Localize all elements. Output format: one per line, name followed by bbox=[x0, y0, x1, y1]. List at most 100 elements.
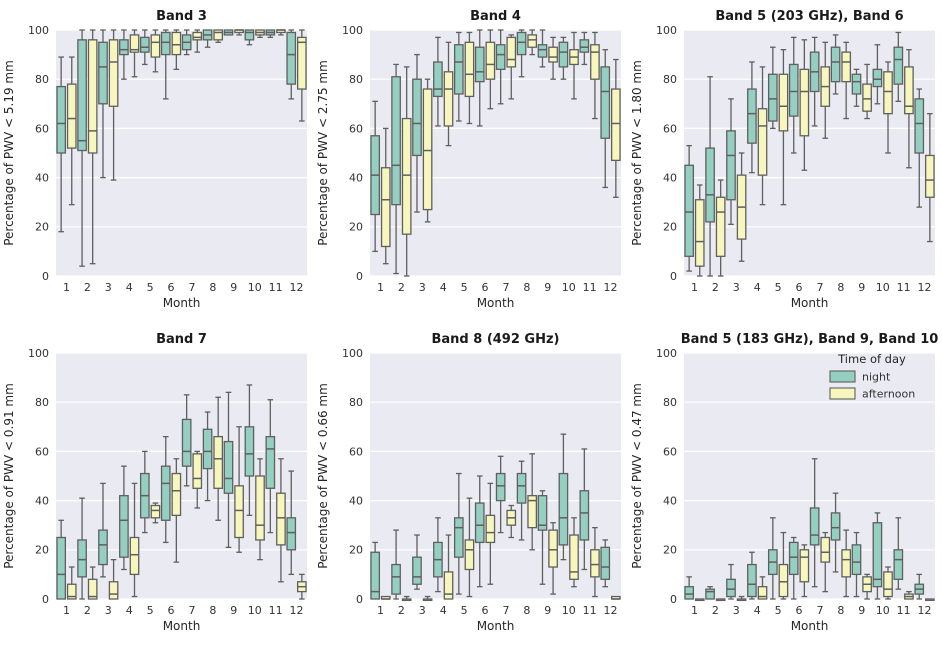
box-night-month-1 bbox=[56, 519, 67, 600]
box-night-month-3 bbox=[726, 98, 736, 225]
box-body bbox=[516, 31, 527, 56]
box-afternoon-month-2 bbox=[715, 598, 726, 602]
box-afternoon-month-4 bbox=[129, 482, 140, 598]
x-tick-label: 2 bbox=[712, 604, 719, 617]
box-afternoon-month-10 bbox=[883, 566, 893, 600]
box-body bbox=[119, 39, 129, 56]
box-night-month-8 bbox=[830, 34, 841, 95]
box-night-month-1 bbox=[370, 541, 381, 600]
y-tick-label: 60 bbox=[663, 445, 677, 458]
y-tick-label: 0 bbox=[670, 270, 677, 283]
x-tick-label: 2 bbox=[84, 604, 91, 617]
box-night-month-10 bbox=[872, 512, 883, 600]
box-body bbox=[924, 154, 935, 198]
plot-area bbox=[56, 353, 307, 599]
box-body bbox=[56, 85, 67, 154]
box-body bbox=[391, 76, 401, 206]
panel-band-4: 0 20 40 60 80 100 Band 4 Percentage of PWV < 2.… bbox=[314, 0, 628, 323]
y-tick-label: 20 bbox=[349, 221, 363, 234]
box-night-month-6 bbox=[474, 29, 485, 127]
box-night-month-12 bbox=[286, 470, 297, 576]
box-night-month-9 bbox=[537, 490, 548, 585]
box-afternoon-month-11 bbox=[590, 527, 600, 598]
box-afternoon-month-3 bbox=[422, 78, 433, 223]
x-tick-label: 6 bbox=[796, 604, 803, 617]
x-tick-label: 8 bbox=[523, 604, 530, 617]
x-tick-label: 3 bbox=[105, 281, 112, 294]
x-tick-label: 12 bbox=[918, 604, 932, 617]
x-tick-label: 10 bbox=[248, 604, 262, 617]
box-night-month-1 bbox=[684, 144, 695, 272]
x-tick-label: 10 bbox=[562, 281, 576, 294]
box-body bbox=[872, 68, 883, 88]
box-night-month-11 bbox=[265, 29, 276, 39]
box-afternoon-month-9 bbox=[548, 522, 558, 595]
box-night-month-4 bbox=[747, 551, 757, 600]
x-tick-label: 6 bbox=[796, 281, 803, 294]
panel-title: Band 5 (203 GHz), Band 6 bbox=[715, 9, 903, 24]
box-afternoon-month-1 bbox=[66, 56, 77, 206]
box-night-month-5 bbox=[767, 517, 778, 600]
box-afternoon-month-1 bbox=[380, 595, 391, 600]
box-night-month-7 bbox=[495, 455, 506, 534]
box-night-month-4 bbox=[119, 465, 129, 571]
box-afternoon-month-12 bbox=[924, 112, 935, 243]
box-afternoon-month-5 bbox=[150, 29, 161, 73]
box-afternoon-month-10 bbox=[255, 29, 265, 39]
box-night-month-2 bbox=[391, 63, 401, 275]
box-body bbox=[56, 536, 67, 600]
box-night-month-10 bbox=[558, 433, 569, 561]
box-night-month-7 bbox=[809, 36, 820, 127]
x-tick-label: 5 bbox=[461, 281, 468, 294]
panel-title: Band 7 bbox=[156, 332, 207, 347]
box-night-month-9 bbox=[851, 68, 862, 107]
x-tick-label: 1 bbox=[377, 604, 384, 617]
box-body bbox=[590, 549, 600, 578]
box-body bbox=[98, 41, 108, 105]
box-body bbox=[747, 563, 757, 598]
box-body bbox=[234, 485, 244, 539]
box-afternoon-month-4 bbox=[443, 41, 454, 147]
box-body bbox=[255, 475, 265, 541]
box-night-month-8 bbox=[202, 29, 213, 48]
y-tick-label: 0 bbox=[356, 593, 363, 606]
legend-label-night: night bbox=[862, 371, 891, 384]
box-night-month-2 bbox=[705, 76, 715, 277]
box-body bbox=[799, 68, 810, 137]
panel-title: Band 5 (183 GHz), Band 9, Band 10 bbox=[681, 332, 939, 347]
plot-area bbox=[684, 353, 935, 599]
box-afternoon-month-2 bbox=[715, 179, 726, 277]
box-night-month-7 bbox=[495, 29, 506, 105]
y-tick-label: 80 bbox=[349, 396, 363, 409]
x-tick-label: 8 bbox=[837, 604, 844, 617]
box-body bbox=[129, 536, 140, 576]
x-tick-label: 9 bbox=[544, 281, 551, 294]
y-tick-label: 80 bbox=[349, 73, 363, 86]
box-body bbox=[443, 71, 454, 127]
boxplot-canvas: 0 20 40 60 80 100 Band 8 (492 GHz) Percentage o… bbox=[316, 332, 621, 633]
box-body bbox=[694, 199, 705, 267]
box-body bbox=[736, 598, 747, 602]
box-afternoon-month-7 bbox=[192, 29, 203, 53]
x-tick-label: 11 bbox=[897, 281, 911, 294]
y-tick-label: 20 bbox=[35, 544, 49, 557]
box-afternoon-month-2 bbox=[87, 566, 98, 600]
y-tick-label: 40 bbox=[35, 494, 49, 507]
box-body bbox=[422, 88, 433, 211]
box-body bbox=[202, 428, 213, 470]
x-tick-label: 4 bbox=[754, 604, 761, 617]
box-body bbox=[485, 41, 496, 80]
x-tick-label: 3 bbox=[733, 604, 740, 617]
box-body bbox=[485, 514, 496, 544]
x-tick-label: 8 bbox=[837, 281, 844, 294]
box-night-month-8 bbox=[830, 492, 841, 573]
box-body bbox=[883, 71, 893, 115]
box-afternoon-month-12 bbox=[610, 58, 621, 198]
x-tick-label: 1 bbox=[63, 281, 70, 294]
x-axis-label: Month bbox=[163, 619, 201, 633]
panel-band-3: 0 20 40 60 80 100 Band 3 Percentage of PWV < 5.… bbox=[0, 0, 314, 323]
box-afternoon-month-1 bbox=[66, 566, 77, 600]
box-afternoon-month-11 bbox=[904, 49, 914, 169]
